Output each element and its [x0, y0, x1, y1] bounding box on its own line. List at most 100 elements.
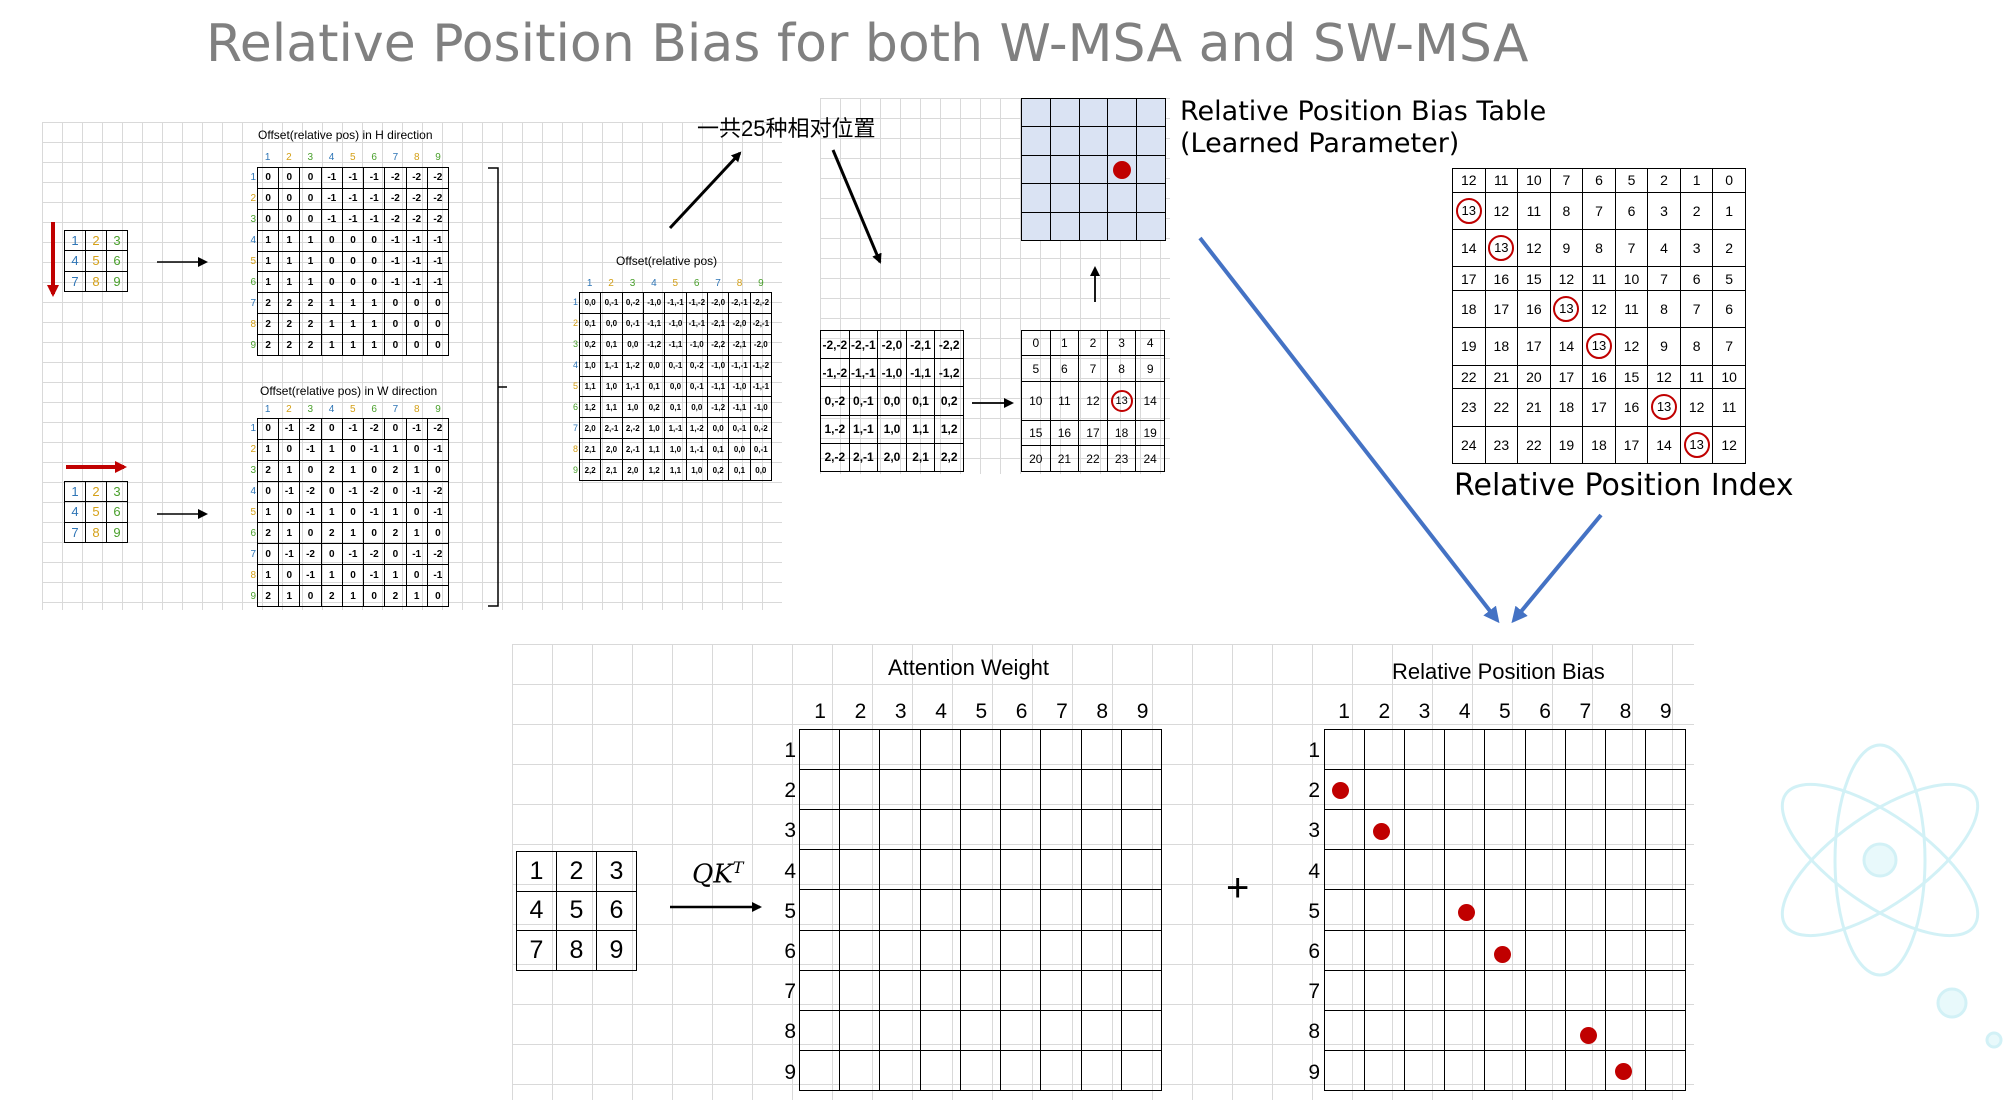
table-cell: 0	[363, 585, 386, 607]
table-cell: -1,0	[749, 396, 773, 419]
table-cell: 11	[1049, 380, 1080, 422]
table-cell: 8	[85, 270, 107, 293]
table-cell	[1120, 929, 1163, 971]
table-cell: 9	[596, 930, 637, 971]
table-cell: 8	[1582, 228, 1616, 268]
row-header: 5	[1308, 899, 1320, 923]
column-header: 9	[435, 152, 441, 163]
table-cell: 8	[1106, 355, 1137, 382]
table-cell	[1040, 1049, 1082, 1092]
table-cell: -1,2	[934, 358, 964, 388]
relative-position-bias-grid	[1323, 728, 1687, 1092]
table-cell: 13	[1452, 191, 1486, 230]
table-cell	[1040, 849, 1082, 891]
table-row	[798, 929, 1163, 971]
table-row	[1323, 769, 1687, 811]
row-header: 6	[784, 940, 796, 963]
label-25-positions: 一共25种相对位置	[697, 116, 876, 141]
table-row: 1 1 1 0 0 0 -1 -1 -1	[256, 271, 450, 294]
table-cell: 1	[1712, 191, 1746, 230]
table-cell	[1000, 1009, 1042, 1051]
table-cell	[959, 849, 1002, 891]
h-offset-table: 0 0 0 -1 -1 -1 -2 -2 -2 0 0 0 -1 -1 -1 -2 -2 -2 0 0 0 -1 -1 -1-…	[256, 167, 450, 356]
table-row	[1323, 1009, 1687, 1051]
table-row: 0,1 0,0 0,-1 -1,1 -1,0 -1,-1 -2,1 -2,0 -2,-1	[578, 312, 773, 335]
row-header: 3	[1308, 819, 1320, 843]
table-cell: -1,-2	[820, 358, 850, 388]
row-header: 5	[250, 507, 256, 518]
table-cell: 0	[299, 459, 322, 482]
table-cell	[1524, 849, 1566, 891]
table-cell: 20	[1021, 445, 1051, 472]
column-header: 3	[894, 700, 907, 723]
table-cell	[1564, 849, 1606, 891]
row-header: 8	[250, 570, 256, 581]
highlighted-index: 13	[1110, 389, 1133, 412]
table-cell: 13	[1484, 228, 1519, 268]
blue-arrow-from-bias-table	[1198, 236, 1500, 624]
table-row: 24 23 22 19 18 17 14 13 12	[1452, 425, 1746, 465]
column-header: 8	[1096, 700, 1109, 723]
table-row: 1,2 1,1 1,0 0,2 0,1 0,0 -1,2 -1,1 -1,0	[578, 396, 773, 419]
table-cell: 0	[384, 334, 407, 356]
table-cell: 2	[256, 459, 280, 482]
table-cell: 0	[256, 480, 280, 503]
table-cell: 5	[1712, 266, 1746, 291]
column-header: 4	[328, 404, 335, 415]
table-cell: 8	[85, 521, 107, 544]
table-cell	[1604, 809, 1646, 851]
table-cell: -1	[426, 438, 450, 461]
table-cell: 2,0	[877, 442, 907, 473]
table-cell: 9	[106, 270, 128, 293]
relative-position-index-table: 12 11 10 7 6 5 2 1 0 13 12 11 8 7 6 3 2 1 14 13 12 9 8 7 4 3 2 17 16…	[1452, 168, 1746, 465]
arrow-up-to-label	[668, 151, 742, 230]
table-cell	[879, 728, 921, 771]
highlighted-index: 13	[1455, 197, 1482, 224]
column-header: 2	[1378, 700, 1391, 723]
relative-position-index-label: Relative Position Index	[1454, 468, 1794, 503]
table-cell: -2	[299, 543, 322, 566]
table-row: 1,0 1,-1 1,-2 0,0 0,-1 0,-2 -1,0 -1,-1 -1,-2	[578, 354, 773, 377]
row-header: 7	[250, 549, 256, 560]
table-cell: 12	[1452, 168, 1486, 193]
table-row: -1,-2 -1,-1 -1,0 -1,1 -1,2	[820, 358, 964, 388]
column-header: 1	[814, 700, 826, 723]
highlighted-index: 13	[1651, 394, 1678, 421]
table-row: 18 17 16 13 12 11 8 7 6	[1452, 289, 1746, 329]
table-cell	[1323, 809, 1366, 851]
table-cell: 13	[1679, 425, 1714, 465]
table-row: 1,1 1,0 1,-1 0,1 0,0 0,-1 -1,1 -1,0 -1,-1	[578, 375, 773, 398]
bias-table-label: Relative Position Bias Table	[1180, 96, 1547, 127]
table-cell: 2	[1712, 228, 1746, 268]
table-cell: 14	[1135, 380, 1165, 422]
table-cell: 11	[1582, 266, 1616, 291]
row-header: 3	[572, 339, 578, 349]
column-header: 3	[307, 404, 314, 415]
table-cell: 2	[299, 292, 322, 315]
table-cell	[798, 1049, 841, 1092]
table-cell	[1120, 769, 1163, 811]
column-header: 9	[435, 404, 441, 415]
table-cell: 1	[516, 851, 557, 892]
table-row: 2,2 2,1 2,0 1,2 1,1 1,0 0,2 0,1 0,0	[578, 459, 773, 481]
w-offset-table: 0 -1 -2 0 -1 -2 0 -1 -2 1 0 -1 1 0 -1 1 0 -1 2 1 0 2 1 0 2 1 0 0 -1-…	[256, 418, 450, 607]
row-header: 9	[572, 465, 578, 475]
table-cell: 16	[1614, 388, 1649, 427]
column-header: 6	[693, 278, 700, 289]
table-row: 0 0 0 -1 -1 -1 -2 -2 -2	[256, 187, 450, 210]
table-cell	[1021, 126, 1051, 156]
table-cell: 2	[556, 851, 597, 892]
table-cell	[1604, 929, 1646, 971]
table-cell	[959, 1049, 1002, 1092]
table-cell	[959, 769, 1002, 811]
table-cell: 7	[1679, 289, 1714, 329]
table-cell	[1364, 969, 1406, 1011]
table-row: 12 11 10 7 6 5 2 1 0	[1452, 168, 1746, 193]
